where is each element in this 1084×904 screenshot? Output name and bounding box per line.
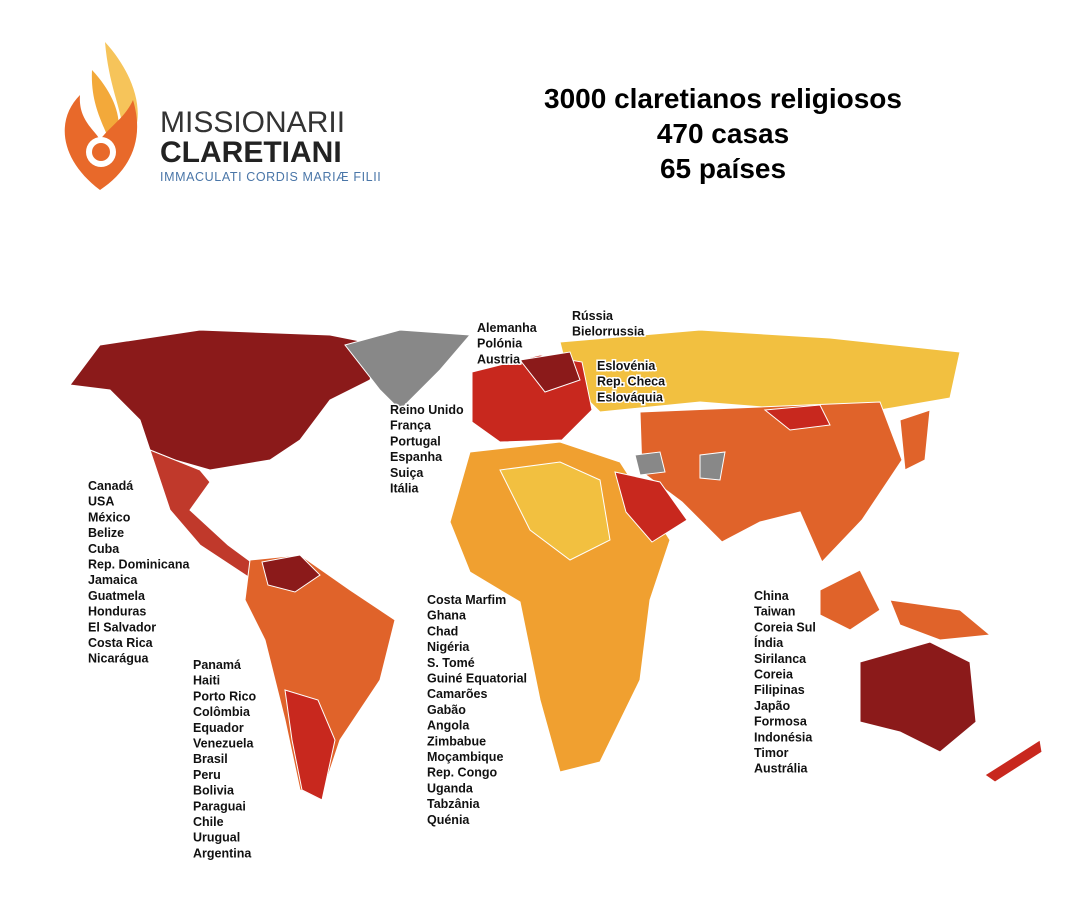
country-name: Camarões (427, 687, 487, 701)
country-name: Rep. Congo (427, 766, 497, 780)
country-name: El Salvador (88, 620, 156, 634)
country-name: Bolivia (193, 784, 235, 798)
country-name: Portugal (390, 434, 441, 448)
country-name: Guatmela (88, 589, 146, 603)
country-name: Venezuela (193, 737, 254, 751)
country-name: Nigéria (427, 640, 470, 654)
country-name: Eslovénia (597, 359, 656, 373)
country-name: Cuba (88, 542, 120, 556)
country-name: Moçambique (427, 750, 503, 764)
country-name: Coreia Sul (754, 620, 816, 634)
country-name: Austria (477, 352, 521, 366)
country-name: Bielorrussia (572, 325, 645, 339)
country-name: Angola (427, 719, 470, 733)
country-name: Índia (754, 635, 784, 650)
country-name: Taiwan (754, 605, 795, 619)
country-name: Brasil (193, 752, 228, 766)
country-name: Chad (427, 624, 458, 638)
country-name: Filipinas (754, 683, 805, 697)
country-name: Costa Rica (88, 636, 154, 650)
country-name: Sirilanca (754, 652, 807, 666)
country-name: China (754, 589, 790, 603)
country-name: Indonésia (754, 730, 813, 744)
country-name: Tabzânia (427, 797, 481, 811)
stat-line: 470 casas (657, 118, 789, 149)
country-name: Formosa (754, 715, 808, 729)
country-name: Honduras (88, 605, 146, 619)
country-name: Equador (193, 721, 244, 735)
country-name: Coreia (754, 668, 794, 682)
country-name: Polónia (477, 337, 523, 351)
country-name: Nicarágua (88, 652, 149, 666)
country-name: Jamaica (88, 573, 138, 587)
logo-line3: IMMACULATI CORDIS MARIÆ FILII (160, 170, 381, 184)
logo-line1: MISSIONARII (160, 106, 345, 139)
country-name: Paraguai (193, 799, 246, 813)
country-name: Guiné Equatorial (427, 672, 527, 686)
country-name: Gabão (427, 703, 466, 717)
country-name: Colômbia (193, 705, 251, 719)
country-name: USA (88, 495, 114, 509)
country-name: Porto Rico (193, 689, 257, 703)
country-name: Uganda (427, 781, 474, 795)
country-name: S. Tomé (427, 656, 475, 670)
country-name: Espanha (390, 450, 443, 464)
country-name: Costa Marfim (427, 593, 506, 607)
country-name: Alemanha (477, 321, 538, 335)
stat-line: 65 países (660, 153, 786, 184)
country-name: Argentina (193, 846, 252, 860)
country-name: Belize (88, 526, 124, 540)
logo-line2: CLARETIANI (160, 136, 342, 169)
country-name: Timor (754, 746, 789, 760)
country-name: Canadá (88, 479, 133, 493)
country-name: México (88, 510, 131, 524)
country-name: Ghana (427, 609, 467, 623)
country-name: Japão (754, 699, 790, 713)
country-name: França (390, 419, 432, 433)
country-name: Quénia (427, 813, 470, 827)
country-name: Zimbabue (427, 734, 486, 748)
stat-line: 3000 claretianos religiosos (544, 83, 902, 114)
country-name: Haiti (193, 674, 220, 688)
country-name: Itália (390, 482, 420, 496)
country-name: Peru (193, 768, 221, 782)
country-name: Chile (193, 815, 224, 829)
country-name: Austrália (754, 762, 809, 776)
country-name: Rep. Checa (597, 375, 666, 389)
country-name: Rep. Dominicana (88, 558, 190, 572)
country-name: Rússia (572, 309, 614, 323)
country-name: Eslováquia (597, 390, 664, 404)
country-name: Panamá (193, 658, 241, 672)
logo-icon (64, 42, 138, 190)
country-name: Suiça (390, 466, 424, 480)
world-map (69, 329, 1043, 801)
country-name: Reino Unido (390, 403, 464, 417)
country-name: Urugual (193, 831, 240, 845)
